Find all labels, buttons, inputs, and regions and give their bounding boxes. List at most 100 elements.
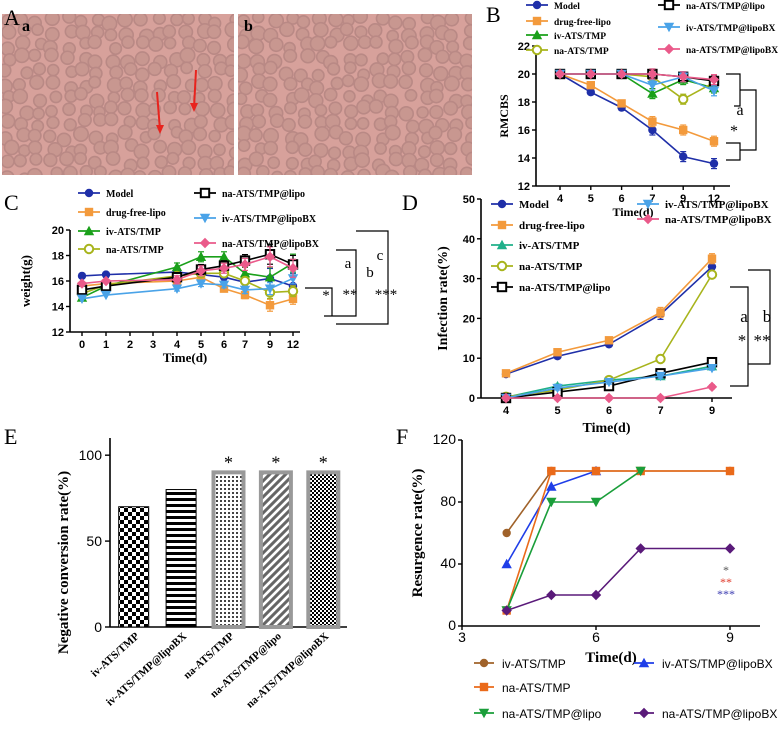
significance-bracket <box>726 142 741 161</box>
red-blood-cell <box>443 75 460 92</box>
arrow-line <box>193 69 197 109</box>
red-blood-cell <box>417 47 433 63</box>
panel-label-A: A <box>4 5 20 30</box>
data-point <box>195 265 207 276</box>
red-blood-cell <box>238 139 251 153</box>
annotation-label: b <box>763 307 772 326</box>
significance-mark: ** <box>720 575 732 589</box>
red-blood-cell <box>433 65 449 82</box>
legend-label: iv-ATS/TMP@lipoBX <box>686 24 776 34</box>
red-blood-cell <box>375 14 390 26</box>
legend-marker <box>638 707 650 719</box>
annotation-label: * <box>730 123 738 140</box>
annotation-label: a <box>345 256 352 272</box>
red-blood-cell <box>224 114 234 130</box>
red-blood-cell <box>88 75 102 89</box>
series-line <box>81 255 294 285</box>
data-point <box>501 605 512 616</box>
red-blood-cell <box>197 63 213 79</box>
legend-label: na-ATS/TMP <box>502 681 570 695</box>
legend-label: na-ATS/TMP <box>106 245 164 256</box>
x-tick-label: 5 <box>554 405 560 417</box>
legend-label: na-ATS/TMP <box>519 261 583 273</box>
red-blood-cell <box>323 167 339 175</box>
legend-label: na-ATS/TMP@lipoBX <box>662 707 777 721</box>
red-blood-cell <box>464 14 472 26</box>
significance-mark: * <box>723 563 729 577</box>
red-blood-cell <box>251 14 265 24</box>
data-point <box>709 137 719 146</box>
data-point <box>678 71 689 82</box>
series-line <box>505 258 713 375</box>
y-tick-label: 18 <box>52 251 64 263</box>
red-blood-cell <box>226 101 234 117</box>
legend-marker <box>663 43 675 55</box>
red-blood-cell <box>285 156 299 170</box>
data-point <box>554 68 566 80</box>
red-blood-cell <box>462 36 472 51</box>
data-point <box>547 466 556 476</box>
data-point <box>647 81 658 91</box>
red-blood-cell <box>28 48 42 62</box>
red-blood-cell <box>29 152 43 166</box>
red-blood-cell <box>166 73 182 90</box>
data-point <box>239 268 251 278</box>
x-tick-label: 7 <box>242 339 248 351</box>
data-point <box>546 589 557 601</box>
data-point <box>100 290 112 301</box>
x-tick-label: 9 <box>267 339 273 351</box>
data-point <box>264 284 276 294</box>
y-axis-label: RMCBS <box>497 94 511 138</box>
red-blood-cell <box>2 170 15 175</box>
red-blood-cell <box>248 128 263 143</box>
red-blood-cell <box>177 166 193 175</box>
significance-bracket <box>324 249 357 317</box>
red-blood-cell <box>323 87 338 102</box>
legend-label: iv-ATS/TMP <box>502 657 566 671</box>
legend-label: na-ATS/TMP@lipo <box>686 2 765 12</box>
legend-label: Model <box>106 189 133 200</box>
red-blood-cell <box>208 129 222 143</box>
red-blood-cell <box>238 166 252 175</box>
data-point <box>586 81 595 90</box>
red-blood-cell <box>43 152 58 168</box>
series-line <box>506 547 730 612</box>
red-blood-cell <box>417 145 432 159</box>
red-blood-cell <box>134 88 149 103</box>
x-tick-label: 12 <box>287 339 299 351</box>
red-blood-cell <box>136 156 150 170</box>
y-tick-label: 14 <box>52 302 65 314</box>
red-blood-cell <box>73 151 88 166</box>
red-blood-cell <box>192 38 207 53</box>
chart-B: 12 14 16 18 20 22 4 5 6 7 9 12 Time(d) RMCBS Model drug… <box>497 0 778 219</box>
red-blood-cell <box>226 36 234 53</box>
red-blood-cell <box>429 152 445 168</box>
y-tick-label: 50 <box>86 533 102 549</box>
legend-label: iv-ATS/TMP@lipoBX <box>665 199 769 211</box>
legend-marker <box>642 199 654 210</box>
red-blood-cell <box>45 74 61 90</box>
red-blood-cell <box>341 74 355 88</box>
legend-marker <box>199 213 211 224</box>
red-blood-cell <box>459 166 472 175</box>
data-point <box>647 88 658 98</box>
data-point <box>552 383 563 394</box>
x-axis-label: Time(d) <box>585 650 636 666</box>
legend-marker <box>199 187 211 199</box>
y-tick-label: 0 <box>469 393 475 405</box>
red-blood-cell <box>416 106 429 119</box>
y-tick-label: 12 <box>518 181 530 193</box>
legend-marker <box>638 657 650 668</box>
red-blood-cell <box>248 38 265 55</box>
data-point <box>76 278 88 289</box>
red-blood-cell <box>161 165 177 175</box>
bar <box>258 470 293 630</box>
red-blood-cell <box>398 74 413 90</box>
chart-E: 0 50 100 Negative conversion rate(%) iv-ATS/… <box>56 438 347 711</box>
red-blood-cell <box>180 139 197 156</box>
y-tick-label: 120 <box>433 431 457 447</box>
red-blood-cell <box>133 170 147 175</box>
red-blood-cell <box>104 28 118 42</box>
red-blood-cell <box>352 14 369 24</box>
